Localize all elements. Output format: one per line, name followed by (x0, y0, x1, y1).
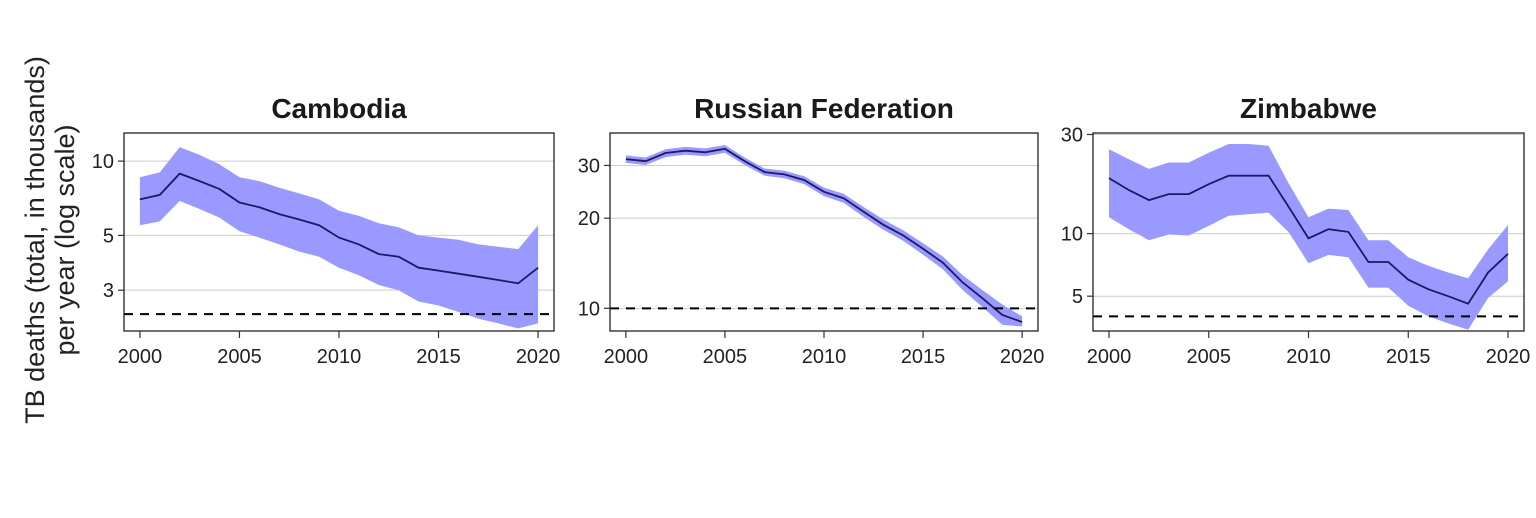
x-tick-label: 2015 (1386, 346, 1431, 368)
y-axis-label-line-1: TB deaths (total, in thousands) (20, 56, 50, 424)
x-tick-label: 2010 (802, 346, 847, 368)
y-tick-label: 10 (92, 151, 114, 173)
x-tick-label: 2005 (703, 346, 748, 368)
panel-1: Russian Federation 10 20 30 2000 2005 2010 2015… (578, 93, 1045, 368)
panel-title: Zimbabwe (1240, 93, 1377, 124)
panel-2: Zimbabwe 5 10 30 2000 2005 2010 2015 2020 (1061, 93, 1531, 368)
estimate-line (139, 172, 539, 285)
panel-title: Russian Federation (694, 93, 954, 124)
estimate-line (1108, 174, 1509, 305)
y-axis-label-line-2: per year (log scale) (50, 124, 80, 355)
x-tick-label: 2000 (118, 346, 163, 368)
panel-0: Cambodia 3 5 10 2000 2005 2010 2015 2020 (92, 93, 561, 368)
x-tick-label: 2020 (516, 346, 561, 368)
y-tick-label: 5 (103, 225, 114, 247)
x-tick-label: 2000 (1087, 346, 1132, 368)
x-tick-label: 2005 (217, 346, 262, 368)
y-tick-label: 5 (1072, 286, 1083, 308)
x-tick-label: 2010 (1286, 346, 1331, 368)
y-tick-label: 20 (578, 208, 600, 230)
estimate-line (625, 147, 1023, 323)
y-tick-label: 3 (103, 280, 114, 302)
uncertainty-band (625, 145, 1023, 327)
x-tick-label: 2020 (1486, 346, 1531, 368)
y-tick-label: 30 (1061, 124, 1083, 146)
x-tick-label: 2010 (317, 346, 362, 368)
x-tick-label: 2005 (1186, 346, 1231, 368)
x-tick-label: 2020 (1000, 346, 1045, 368)
panel-title: Cambodia (271, 93, 407, 124)
y-tick-label: 10 (578, 298, 600, 320)
x-tick-label: 2000 (604, 346, 649, 368)
y-tick-label: 10 (1061, 224, 1083, 246)
x-tick-label: 2015 (416, 346, 461, 368)
x-tick-label: 2015 (901, 346, 946, 368)
y-tick-label: 30 (578, 155, 600, 177)
plot-frame (609, 132, 1039, 332)
